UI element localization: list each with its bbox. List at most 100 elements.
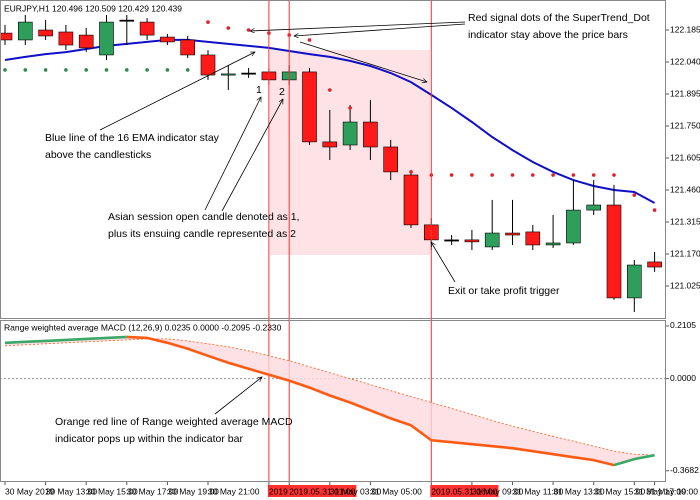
signal-line: [4, 338, 655, 456]
candle-number: 2: [279, 86, 285, 98]
signal-dot: [510, 173, 515, 177]
arrow: [99, 51, 255, 131]
x-tick-label: 31 May 05:00: [370, 486, 422, 496]
x-tick-label: 30 May 15:00: [86, 486, 138, 496]
annotation: Blue line of the 16 EMA indicator stay: [45, 132, 220, 144]
x-tick-label: 31 May 09:00: [472, 486, 524, 496]
arrow: [214, 377, 262, 415]
annotation: indicator pops up within the indicator b…: [55, 433, 243, 445]
candle-body: [484, 232, 500, 248]
y-tick-label: 121.315: [670, 216, 700, 226]
macd-title: Range weighted average MACD (12,26,9) 0.…: [4, 322, 282, 332]
candle-body: [38, 29, 53, 37]
candle-body: [78, 34, 94, 49]
signal-dot: [328, 88, 332, 92]
x-label-highlight: [288, 485, 357, 497]
candle-body: [58, 31, 74, 46]
candle-body: [99, 21, 114, 56]
signal-dot: [368, 124, 373, 128]
signal-dot: [64, 68, 68, 72]
candle-body: [626, 264, 642, 299]
signal-dot: [652, 208, 657, 212]
candle-body: [200, 54, 216, 76]
signal-dot: [145, 68, 149, 72]
candle-body: [119, 19, 135, 22]
session-zone: [270, 50, 430, 255]
price-pane: [0, 0, 666, 319]
macd-line: [126, 335, 615, 467]
candle-body: [363, 121, 378, 148]
signal-dot: [23, 68, 28, 72]
signal-dot: [449, 173, 454, 177]
y-tick-label: 0.0000: [670, 373, 696, 383]
candle-body: [525, 231, 541, 246]
signal-dot: [551, 173, 555, 177]
macd-line: [613, 453, 655, 467]
signal-dot: [612, 173, 616, 177]
annotation: indicator stay above the price bars: [468, 29, 628, 41]
candle-body: [302, 71, 317, 143]
signal-dot: [84, 68, 88, 72]
candle-body: [322, 141, 338, 148]
signal-dot: [348, 106, 352, 110]
arrow: [294, 23, 466, 36]
annotation: Exit or take profit trigger: [448, 285, 560, 297]
signal-dot: [185, 68, 190, 72]
macd-pane: [0, 320, 666, 482]
signal-dot: [632, 193, 637, 197]
y-tick-label: 121.895: [670, 88, 700, 98]
annotation: above the candlesticks: [45, 149, 151, 161]
signal-dot: [125, 68, 129, 72]
candle-body: [342, 121, 358, 146]
x-tick-label: 30 May 2019: [5, 486, 54, 496]
signal-dot: [388, 148, 393, 152]
candle-body: [17, 21, 33, 41]
x-tick-label: 30 May 21:00: [208, 486, 260, 496]
candle-number: 1: [256, 84, 262, 96]
annotation: Orange red line of Range weighted averag…: [55, 416, 293, 428]
candle-body: [444, 239, 459, 242]
signal-dot: [226, 26, 231, 30]
candle-body: [566, 209, 581, 244]
y-tick-label: 122.185: [670, 24, 700, 34]
candle-body: [647, 261, 662, 268]
price-title: EURJPY,H1 120.496 120.509 120.429 120.43…: [4, 3, 182, 13]
x-tick-label: 30 May 13:00: [46, 486, 98, 496]
signal-dot: [43, 68, 48, 72]
arrow: [299, 41, 427, 82]
x-tick-label: 31 May 03:00: [330, 486, 382, 496]
candle-body: [221, 73, 236, 76]
annotation: Red signal dots of the SuperTrend_Dot: [468, 12, 650, 24]
annotations: Red signal dots of the SuperTrend_Dot in…: [45, 12, 650, 445]
signal-dot: [3, 68, 7, 72]
arrow: [221, 99, 284, 212]
arrow: [431, 242, 456, 283]
y-tick-label: 0.2105: [670, 320, 696, 330]
x-tick-label: 30 May 19:00: [167, 486, 219, 496]
signal-dot: [531, 173, 535, 177]
candle-body: [403, 174, 419, 226]
y-tick-label: 121.750: [670, 120, 700, 130]
candle-body: [241, 72, 256, 75]
x-tick-label: 2019.05.31 06:00: [431, 486, 497, 496]
x-tick-label: 31 May 17:00: [634, 486, 686, 496]
signal-dot: [246, 28, 251, 32]
candle-body: [0, 32, 13, 41]
histogram-fill: [5, 336, 655, 466]
candle-body: [383, 146, 399, 173]
macd-line: [4, 335, 127, 345]
arrow: [204, 97, 262, 211]
x-tick-label: 31 May 19:00: [646, 486, 698, 496]
signal-dot: [165, 68, 170, 72]
x-label-highlight: [430, 485, 499, 497]
candle-body: [606, 204, 622, 299]
signal-dot: [307, 38, 312, 42]
signal-dot: [206, 20, 210, 24]
candle-body: [160, 36, 175, 43]
candle-body: [464, 239, 480, 243]
x-tick-label: 30 May 17:00: [127, 486, 179, 496]
candle-body: [139, 21, 155, 36]
signal-dot: [571, 173, 576, 177]
signal-dot: [591, 173, 596, 177]
